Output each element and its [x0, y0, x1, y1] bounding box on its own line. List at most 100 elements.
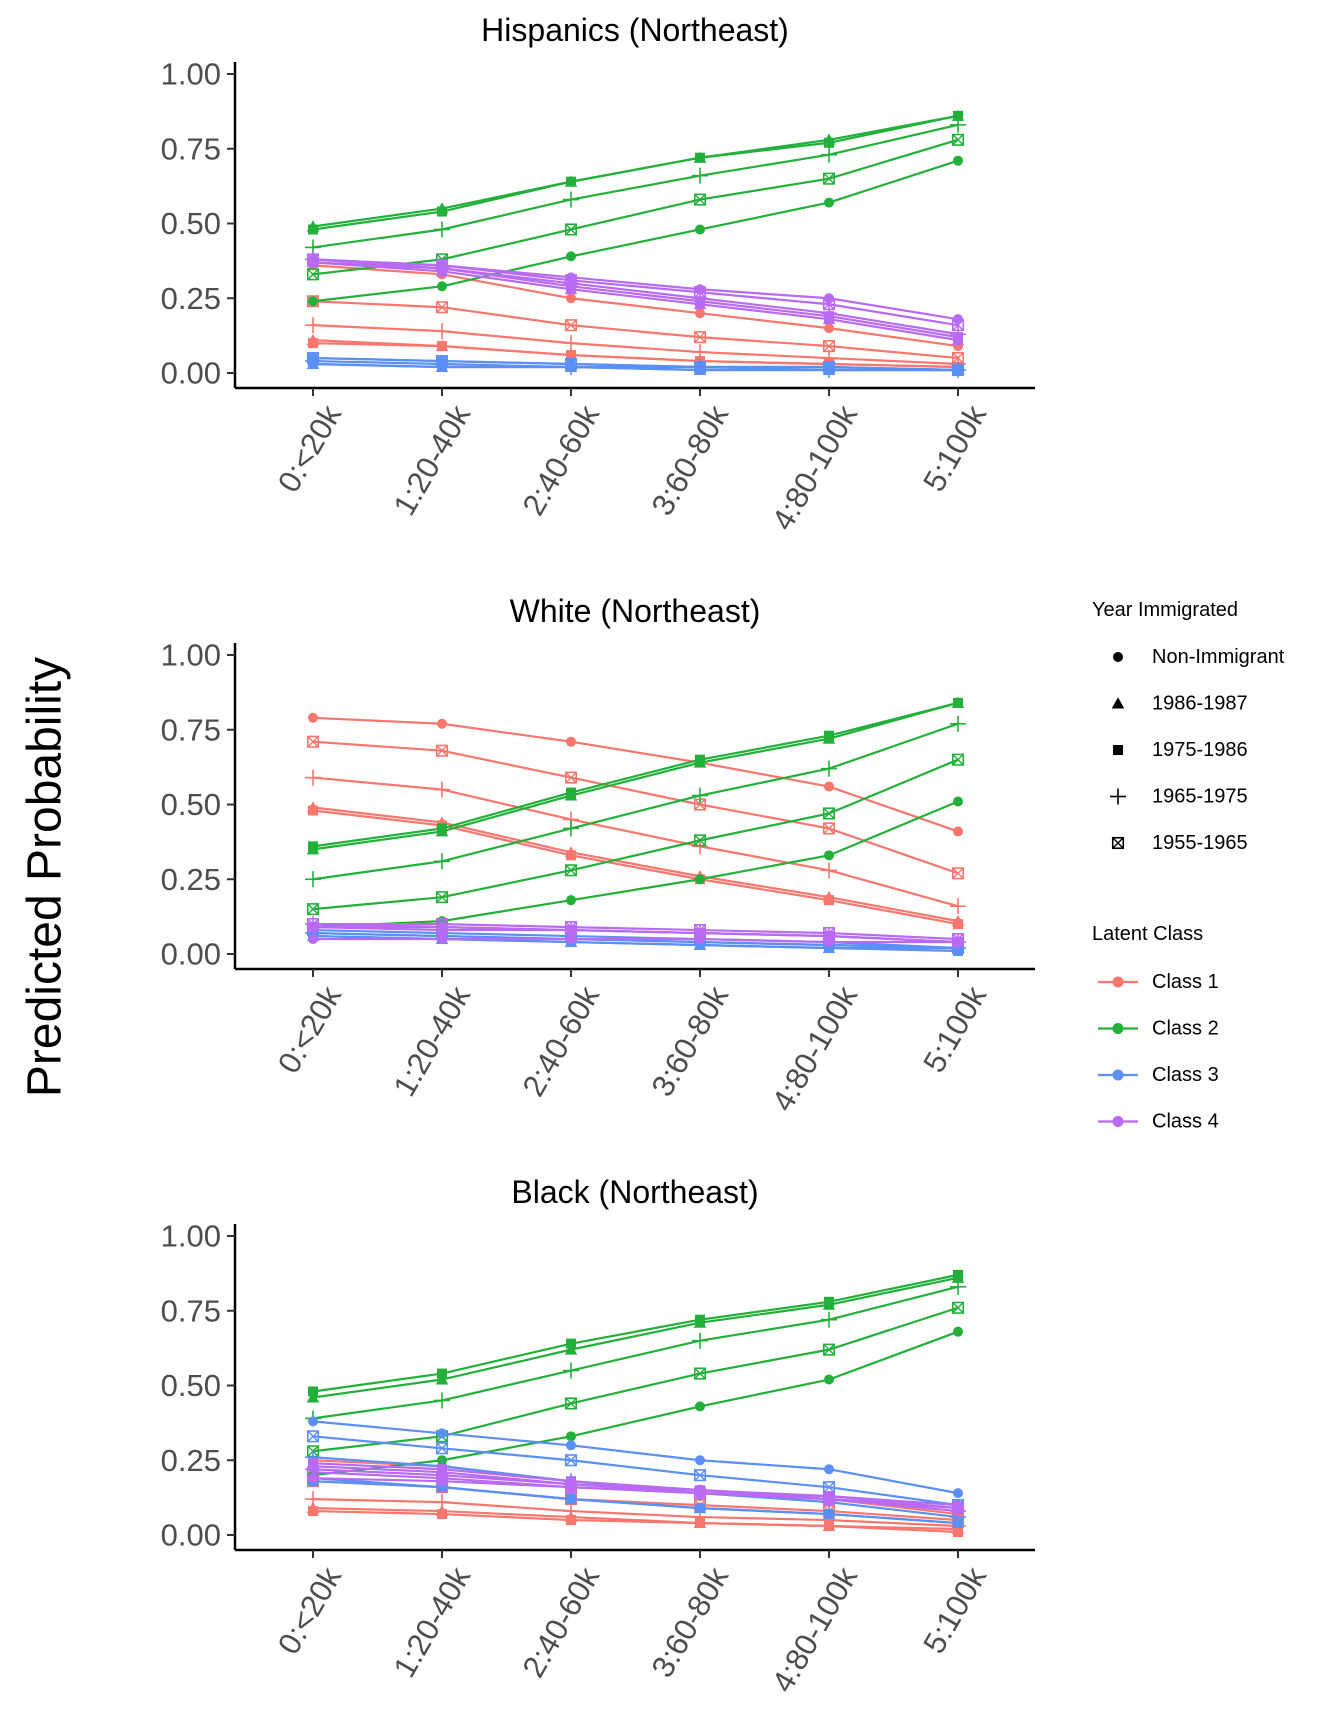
- y-tick-label: 0.00: [161, 1518, 221, 1553]
- data-point: [434, 1392, 450, 1409]
- data-point: [692, 344, 708, 361]
- series-line: [312, 359, 958, 372]
- legend-point-key: [1112, 1023, 1124, 1034]
- data-point: [693, 331, 707, 344]
- data-point: [437, 341, 447, 352]
- data-point: [566, 1338, 576, 1349]
- data-point: [306, 268, 320, 281]
- data-point: [435, 1472, 449, 1485]
- data-point: [824, 1509, 834, 1520]
- legend-point-key: [1112, 976, 1124, 988]
- y-tick-label: 0.50: [161, 1368, 221, 1403]
- x-tick-label: 0:<20k: [271, 1561, 349, 1660]
- series-line: [312, 324, 959, 366]
- data-point: [306, 1466, 320, 1479]
- data-point: [951, 1301, 965, 1314]
- data-point: [695, 1503, 705, 1514]
- series-line: [312, 258, 959, 327]
- data-point: [434, 221, 450, 238]
- data-point: [693, 193, 707, 206]
- data-point: [953, 697, 963, 708]
- data-point: [822, 172, 836, 185]
- legend-class-label: Class 2: [1152, 1018, 1219, 1040]
- data-point: [435, 354, 449, 368]
- data-point: [308, 224, 318, 235]
- data-point: [953, 1326, 963, 1337]
- data-point: [822, 927, 836, 940]
- series-line: [312, 800, 959, 929]
- data-point: [437, 934, 447, 945]
- data-point: [305, 769, 321, 786]
- panel-title: White (Northeast): [510, 593, 761, 629]
- data-point: [306, 253, 320, 266]
- data-point: [822, 298, 836, 311]
- data-point: [950, 715, 966, 732]
- data-point: [563, 1503, 579, 1520]
- x-tick-label: 2:40-60k: [516, 980, 607, 1102]
- data-point: [566, 850, 576, 861]
- data-point: [822, 1343, 836, 1356]
- data-point: [564, 1397, 578, 1410]
- legend-year-label: Non-Immigrant: [1152, 646, 1285, 668]
- data-point: [308, 934, 318, 945]
- chart-panel-1: Hispanics (Northeast) 0.00 0.25 0.50 0.75 1.0…: [161, 12, 1035, 536]
- data-point: [566, 1494, 576, 1505]
- series-line: [312, 1285, 959, 1420]
- legend-point-key: [1112, 1116, 1124, 1127]
- legend-class-title: Latent Class: [1092, 923, 1203, 945]
- data-point: [692, 1332, 708, 1349]
- data-point: [692, 787, 708, 804]
- data-point: [437, 1509, 447, 1520]
- legend-class-items: Class 1 Class 2 Class 3 Class 4: [1098, 971, 1219, 1133]
- data-point: [693, 798, 707, 811]
- x-tick-label: 4:80-100k: [765, 399, 865, 536]
- series-line: [312, 923, 959, 944]
- data-point: [953, 1269, 963, 1280]
- series-line: [312, 356, 959, 372]
- series-line: [312, 1462, 959, 1510]
- data-point: [564, 921, 578, 934]
- legend-class-label: Class 1: [1152, 971, 1219, 993]
- data-point: [693, 1487, 707, 1500]
- data-point: [821, 1311, 837, 1328]
- data-point: [566, 251, 576, 262]
- series-line: [312, 1509, 959, 1534]
- y-tick-label: 0.00: [161, 356, 221, 391]
- series-line: [312, 1498, 959, 1528]
- data-point: [437, 1368, 447, 1379]
- data-point: [566, 350, 576, 361]
- data-point: [822, 340, 836, 353]
- data-point: [695, 1401, 705, 1412]
- x-tick-label: 1:20-40k: [387, 399, 478, 521]
- data-point: [824, 895, 834, 906]
- data-point: [953, 796, 963, 807]
- series-line: [312, 342, 959, 369]
- legend-year-label: 1965-1975: [1152, 786, 1248, 808]
- data-point: [951, 363, 965, 377]
- data-point: [308, 841, 318, 852]
- series-line: [312, 300, 959, 360]
- data-point: [564, 1454, 578, 1467]
- data-point: [566, 736, 576, 747]
- y-tick-label: 0.50: [161, 206, 221, 241]
- series-line: [312, 261, 959, 339]
- data-point: [306, 1391, 320, 1403]
- series-group: [305, 696, 966, 957]
- data-point: [564, 223, 578, 236]
- data-point: [564, 1343, 578, 1355]
- x-tick-label: 2:40-60k: [516, 1561, 607, 1683]
- legend-year-item: 1965-1975: [1110, 786, 1248, 808]
- data-point: [824, 850, 834, 861]
- y-tick-label: 0.75: [161, 131, 221, 166]
- x-tick-label: 4:80-100k: [765, 1561, 865, 1698]
- data-point: [563, 820, 579, 837]
- data-point: [305, 871, 321, 888]
- data-point: [566, 895, 576, 906]
- data-point: [566, 293, 576, 304]
- data-point: [308, 1416, 318, 1427]
- data-point: [693, 360, 707, 374]
- legend-year-item: 1975-1986: [1113, 739, 1248, 761]
- data-point: [693, 286, 707, 299]
- series-line: [312, 1306, 959, 1453]
